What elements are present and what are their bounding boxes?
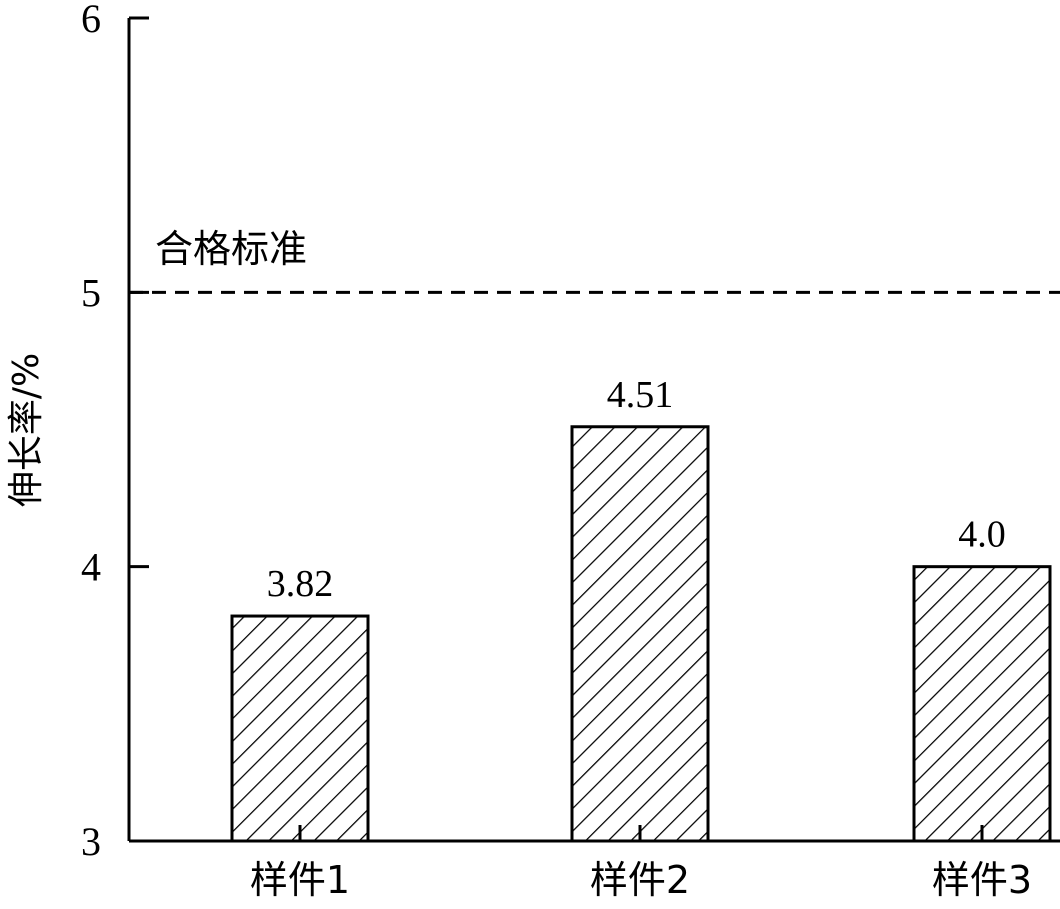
data-label-3: 4.0 (958, 514, 1006, 556)
y-tick-label-5: 5 (81, 270, 101, 315)
x-tick-label-2: 样件2 (590, 858, 690, 902)
data-label-1: 3.82 (267, 563, 334, 605)
y-tick-label-3: 3 (81, 819, 101, 864)
data-label-2: 4.51 (607, 374, 674, 416)
y-tick-label-4: 4 (81, 545, 101, 590)
bar-2 (570, 425, 710, 843)
x-tick-label-1: 样件1 (250, 858, 350, 902)
y-axis-title: 伸长率/% (6, 353, 47, 507)
x-tick-label-3: 样件3 (932, 858, 1032, 902)
y-tick-label-6: 6 (81, 0, 101, 41)
bar-3 (912, 565, 1052, 843)
plot-area: 3.82 样件1 4.51 样件2 4.0 样件3 3 4 5 6 (81, 0, 1060, 902)
bar-1 (230, 614, 370, 843)
reference-line-label: 合格标准 (155, 227, 307, 271)
